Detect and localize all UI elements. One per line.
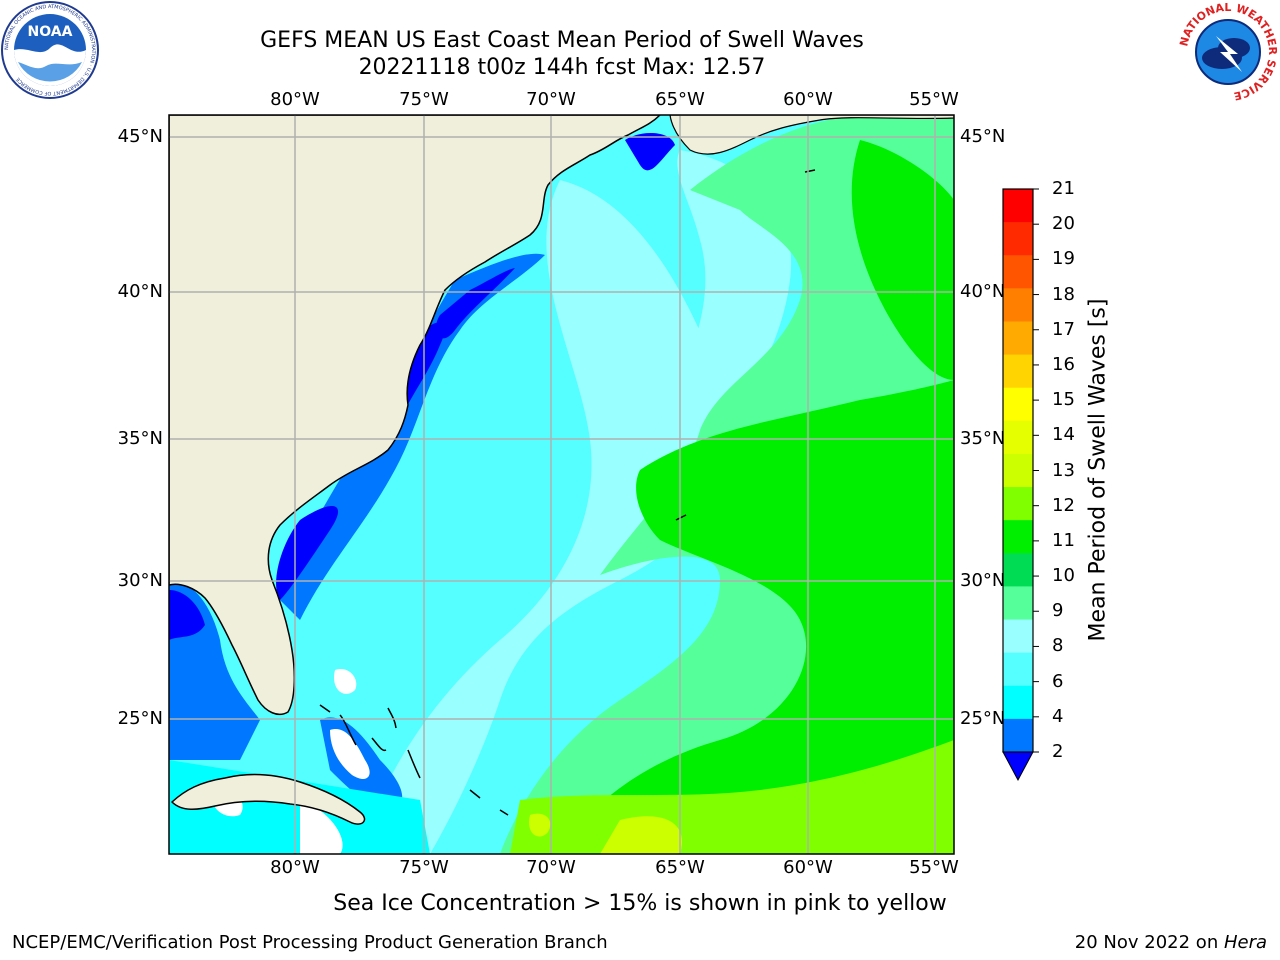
colorbar-title: Mean Period of Swell Waves [s] <box>1085 298 1111 642</box>
coastal-field-2-4s <box>280 253 545 620</box>
lat-label-left: 30°N <box>117 570 163 591</box>
lon-label-top: 60°W <box>783 89 833 110</box>
lon-label-top: 75°W <box>399 89 449 110</box>
producer-credit: NCEP/EMC/Verification Post Processing Pr… <box>12 932 608 953</box>
lat-label-right: 35°N <box>960 428 1006 449</box>
map-frame <box>168 114 955 855</box>
colorbar-tick-label: 19 <box>1052 248 1075 270</box>
colorbar-tick-label: 15 <box>1052 389 1075 411</box>
colorbar-bin <box>1003 619 1033 654</box>
noaa-logo-text: NOAA <box>28 24 73 40</box>
colorbar-tick-label: 21 <box>1052 178 1075 199</box>
lat-label-right: 40°N <box>960 281 1006 302</box>
lon-label-bottom: 80°W <box>270 857 320 878</box>
colorbar-bin <box>1003 321 1033 356</box>
colorbar-bin <box>1003 652 1033 687</box>
colorbar-tick-label: 6 <box>1052 670 1064 692</box>
colorbar-bin <box>1003 553 1033 587</box>
colorbar-bin <box>1003 255 1033 289</box>
run-date: 20 Nov 2022 on Hera <box>1075 932 1267 953</box>
colorbar-bin <box>1003 387 1033 422</box>
colorbar <box>1002 188 1039 782</box>
lon-label-top: 80°W <box>270 89 320 110</box>
colorbar-tick-label: 20 <box>1052 213 1075 235</box>
sea-ice-note: Sea Ice Concentration > 15% is shown in … <box>333 891 947 916</box>
colorbar-tick-label: 4 <box>1052 705 1064 727</box>
colorbar-tick-label: 14 <box>1052 424 1075 446</box>
colorbar-bin <box>1003 586 1033 621</box>
colorbar-tick-label: 9 <box>1052 600 1064 622</box>
colorbar-tick-label: 11 <box>1052 529 1075 551</box>
lon-label-bottom: 65°W <box>655 857 705 878</box>
colorbar-extend-triangle <box>1002 751 1034 782</box>
colorbar-bin <box>1003 487 1033 521</box>
lat-label-left: 45°N <box>117 126 163 147</box>
cuba-land <box>170 773 366 825</box>
colorbar-tick-label: 13 <box>1052 459 1075 481</box>
colorbar-tick-label: 10 <box>1052 565 1075 587</box>
colorbar-bin <box>1003 685 1033 720</box>
run-date-text: 20 Nov 2022 on <box>1074 932 1224 953</box>
lon-label-top: 55°W <box>909 89 959 110</box>
noaa-logo-icon: NOAA NATIONAL OCEANIC AND ATMOSPHERIC AD… <box>1 1 99 99</box>
nws-logo-icon: NATIONAL WEATHER SERVICE <box>1177 1 1279 103</box>
colorbar-tick-label: 8 <box>1052 635 1064 657</box>
colorbar-bin <box>1003 520 1033 554</box>
lon-label-top: 65°W <box>655 89 705 110</box>
ocean-field-10-11s <box>560 380 954 854</box>
map-title: GEFS MEAN US East Coast Mean Period of S… <box>260 28 864 53</box>
colorbar-bin <box>1003 354 1033 389</box>
lon-label-bottom: 55°W <box>909 857 959 878</box>
map-subtitle: 20221118 t00z 144h fcst Max: 12.57 <box>358 55 766 80</box>
colorbar-tick-label: 2 <box>1052 741 1064 762</box>
run-host: Hera <box>1223 932 1267 953</box>
colorbar-bin <box>1003 222 1033 256</box>
colorbar-tick-label: 16 <box>1052 353 1075 375</box>
lon-label-top: 70°W <box>526 89 576 110</box>
lon-label-bottom: 75°W <box>399 857 449 878</box>
map-field <box>169 115 954 854</box>
map-graticule <box>169 115 954 854</box>
colorbar-bin <box>1003 453 1033 488</box>
lon-label-bottom: 60°W <box>783 857 833 878</box>
ocean-field-8-9s <box>360 180 733 854</box>
colorbar-tick-label: 17 <box>1052 318 1075 340</box>
colorbar-tick-label: 12 <box>1052 494 1075 516</box>
colorbar-bin <box>1003 189 1033 223</box>
colorbar-bin <box>1003 718 1033 753</box>
lat-label-right: 25°N <box>960 708 1006 729</box>
lat-label-right: 30°N <box>960 570 1006 591</box>
north-america-land <box>169 115 662 716</box>
colorbar-bin <box>1003 420 1033 455</box>
lat-label-right: 45°N <box>960 126 1006 147</box>
lat-label-left: 40°N <box>117 281 163 302</box>
colorbar-bin <box>1003 288 1033 322</box>
lon-label-bottom: 70°W <box>526 857 576 878</box>
colorbar-tick-label: 18 <box>1052 283 1075 305</box>
lat-label-left: 35°N <box>117 428 163 449</box>
lat-label-left: 25°N <box>117 708 163 729</box>
